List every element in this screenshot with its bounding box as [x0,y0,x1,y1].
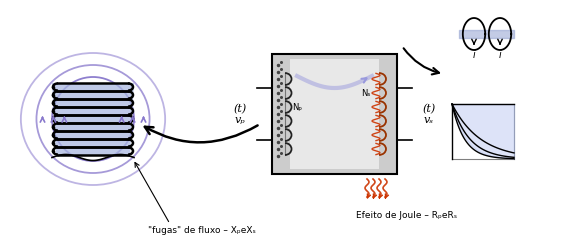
Polygon shape [52,84,134,155]
Text: (t): (t) [233,103,247,114]
Text: Nₛ: Nₛ [361,88,371,97]
Text: vₚ: vₚ [235,115,246,124]
Text: vₛ: vₛ [424,115,434,124]
Text: (t): (t) [422,103,436,114]
Bar [290,60,379,169]
Bar [272,55,397,174]
Text: Nₚ: Nₚ [292,102,302,111]
Text: i: i [473,50,475,60]
Text: "fugas" de fluxo – XₚeXₛ: "fugas" de fluxo – XₚeXₛ [148,226,256,235]
Text: Efeito de Joule – RₚeRₛ: Efeito de Joule – RₚeRₛ [357,210,457,219]
Text: i: i [499,50,501,60]
